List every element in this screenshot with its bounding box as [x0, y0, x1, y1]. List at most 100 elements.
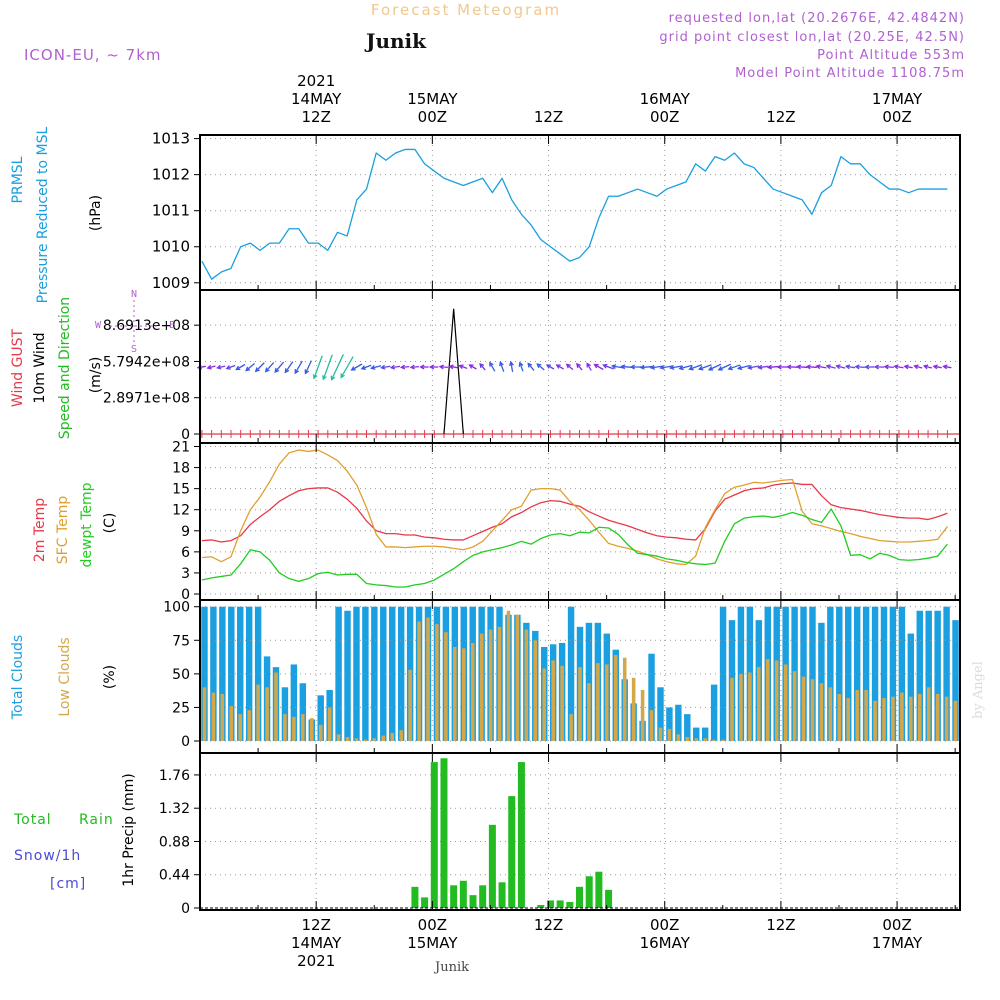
low-cloud-bar: [587, 683, 591, 741]
wind-direction-arrow: [527, 363, 535, 371]
wind-direction-arrow: [330, 354, 344, 380]
precip-bar: [430, 762, 438, 908]
wind-direction-arrow: [274, 361, 285, 373]
wind-direction-arrow: [748, 365, 760, 369]
total-cloud-bar: [353, 606, 360, 741]
low-cloud-bar: [721, 739, 725, 741]
wind-direction-arrow: [245, 362, 255, 372]
wind-direction-arrow: [361, 364, 372, 370]
wind-direction-arrow: [265, 362, 275, 372]
precip-axis-tick-label: 0.44: [159, 868, 190, 884]
low-cloud-bar: [488, 629, 493, 741]
low-cloud-bar: [309, 718, 314, 741]
top-time-label: 12Z: [301, 108, 330, 126]
total-cloud-bar: [836, 606, 843, 741]
temp-axis-tick-label: 18: [172, 461, 190, 477]
wind-direction-arrow: [284, 361, 294, 373]
wind-direction-arrow: [236, 363, 246, 371]
low-cloud-bar: [506, 610, 511, 741]
total-cloud-bar: [648, 653, 655, 741]
wind-direction-arrowhead: [864, 364, 870, 370]
precip-bar: [585, 876, 593, 908]
wind-direction-arrow: [255, 362, 265, 372]
cloud-axis-tick-label: 75: [172, 633, 190, 649]
wind-axis-tick-label: 5.7942e+08: [103, 354, 190, 370]
wind-ylabel-unit: (m/s): [88, 357, 104, 394]
wind-axis-tick-label: 0: [181, 427, 190, 443]
precip-bar: [517, 762, 525, 908]
low-cloud-bar: [730, 677, 734, 741]
wind-direction-arrowhead: [284, 368, 290, 374]
cloud-axis-tick-label: 50: [172, 667, 190, 683]
top-time-label: 14MAY: [291, 90, 342, 108]
low-cloud-bar: [953, 700, 958, 741]
bottom-time-label: 12Z: [534, 916, 563, 934]
wind-direction-arrowhead: [389, 364, 396, 370]
bottom-time-label: 2021: [297, 952, 335, 970]
wind-direction-arrowhead: [786, 364, 792, 370]
low-cloud-bar: [676, 734, 681, 741]
total-cloud-bar: [210, 606, 217, 741]
wind-direction-arrowhead: [350, 366, 356, 371]
wind-direction-arrowhead: [555, 364, 561, 369]
pressure-ylabel-prmsl: PRMSL: [10, 156, 26, 203]
temperature-panel: 0 3 6 9 12 15 18 21 2m Temp SFC Temp dewpt Temp (C): [32, 440, 961, 603]
cloud-axis-tick-label: 25: [172, 700, 190, 716]
low-cloud-bar: [694, 738, 699, 741]
precip-bar: [605, 889, 613, 908]
wind-direction-arrow: [510, 361, 514, 373]
wind-direction-arrowhead: [736, 365, 743, 371]
low-cloud-bar: [685, 736, 690, 741]
low-cloud-bar: [560, 665, 564, 741]
top-time-label: 00Z: [418, 108, 447, 126]
total-cloud-bar: [675, 704, 682, 741]
total-cloud-bar: [299, 683, 307, 741]
low-cloud-bar: [622, 657, 627, 741]
cloud-ylabel-unit: (%): [102, 665, 118, 689]
low-cloud-bar: [864, 689, 868, 741]
wind-ylabel-direction: Speed and Direction: [57, 297, 73, 439]
precip-bar: [595, 871, 603, 908]
precip-bar: [508, 796, 516, 908]
low-cloud-bar: [783, 664, 788, 741]
wind-direction-arrowhead: [294, 369, 300, 375]
total-cloud-bar: [567, 606, 575, 741]
wind-direction-arrowhead: [235, 365, 241, 371]
compass-letter: S: [131, 344, 137, 355]
wind-axis-tick-label: 2.8971e+08: [103, 391, 190, 407]
precip-axis-tick-label: 0: [181, 901, 190, 917]
wind-direction-arrowhead: [264, 367, 270, 373]
wind-direction-arrowhead: [893, 364, 899, 370]
low-cloud-bar: [220, 694, 225, 741]
wind-direction-arrowhead: [649, 364, 655, 370]
low-cloud-bar: [748, 672, 752, 741]
wind-direction-arrowhead: [659, 365, 665, 370]
low-cloud-bar: [336, 734, 341, 741]
wind-direction-arrow: [836, 365, 846, 369]
temp-axis-tick-label: 12: [172, 503, 190, 519]
wind-direction-arrowhead: [479, 362, 485, 368]
wind-direction-arrowhead: [565, 363, 571, 369]
low-cloud-bar: [935, 694, 940, 741]
low-cloud-bar: [837, 694, 842, 741]
low-cloud-bar: [426, 617, 430, 741]
wind-direction-arrowhead: [206, 364, 212, 370]
precip-bar: [469, 895, 477, 908]
wind-direction-arrowhead: [610, 364, 617, 369]
total-cloud-bar: [371, 606, 378, 741]
low-cloud-bar: [372, 738, 377, 741]
wind-direction-arrow: [381, 365, 391, 369]
wind-direction-arrowhead: [458, 364, 464, 370]
total-cloud-bar: [943, 606, 950, 741]
total-cloud-bar: [201, 606, 208, 741]
low-cloud-bar: [578, 667, 582, 741]
pressure-line: [201, 148, 948, 280]
wind-direction-arrow: [738, 364, 751, 370]
dewpt-temp-line: [201, 508, 948, 588]
top-time-label: 17MAY: [872, 90, 923, 108]
wind-direction-arrowhead: [697, 365, 704, 371]
pressure-axis-tick-label: 1011: [152, 202, 190, 220]
compass-letter: W: [95, 320, 102, 331]
precip-legend-rain: Rain: [79, 812, 114, 828]
